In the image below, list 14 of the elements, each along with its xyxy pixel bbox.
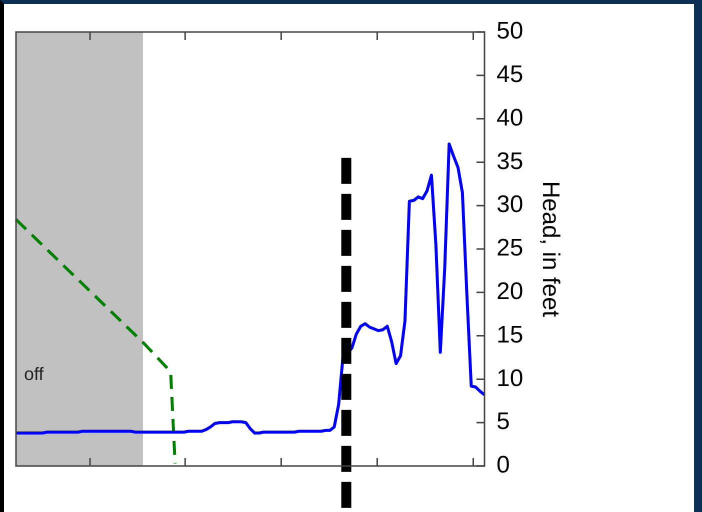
y-tick-label: 30 [496, 191, 524, 218]
y-tick-label: 50 [496, 18, 524, 45]
line-series [14, 218, 177, 465]
y-tick-label: 40 [496, 104, 524, 132]
y-tick-label: 45 [496, 61, 524, 88]
y-tick-label: 35 [496, 148, 524, 175]
y-tick-label: 0 [496, 452, 510, 479]
y-tick-label: 5 [496, 408, 510, 436]
y-tick-label: 10 [496, 364, 524, 392]
y-tick-label: 20 [496, 278, 524, 306]
y-tick-label: 15 [496, 321, 524, 348]
annotation: off [24, 364, 45, 384]
y-tick-label: 25 [496, 234, 524, 262]
y-axis-title: Head, in feet [536, 180, 564, 318]
